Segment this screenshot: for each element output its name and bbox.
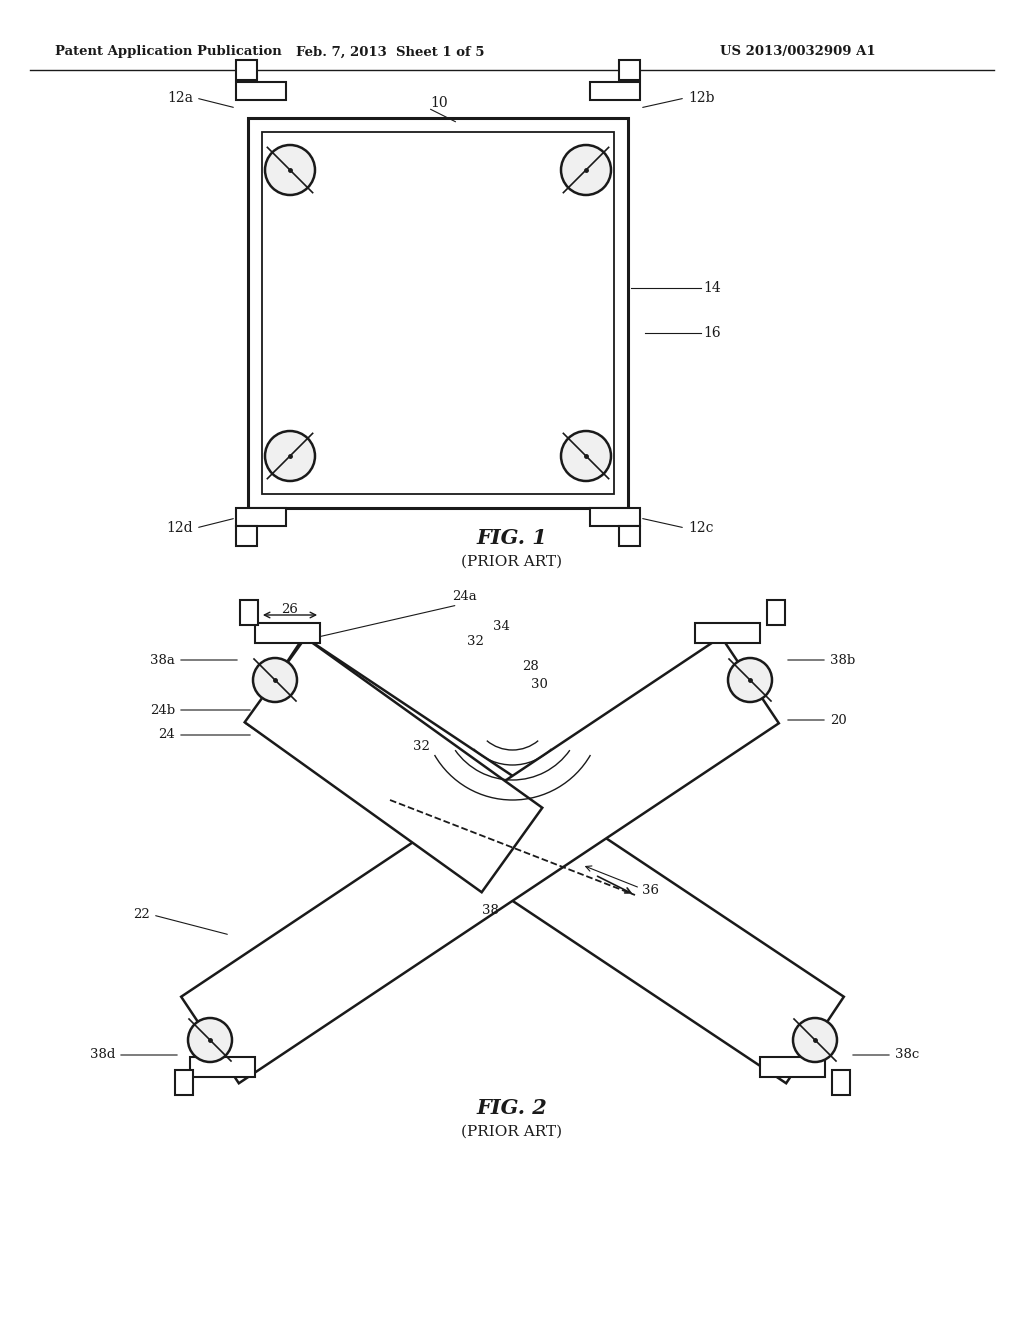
- Polygon shape: [246, 636, 844, 1084]
- Circle shape: [265, 145, 315, 195]
- Text: 38d: 38d: [90, 1048, 115, 1061]
- Text: FIG. 2: FIG. 2: [476, 1098, 548, 1118]
- Text: 34: 34: [493, 620, 509, 634]
- Text: 38: 38: [482, 903, 499, 916]
- Circle shape: [265, 432, 315, 480]
- Text: FIG. 1: FIG. 1: [476, 528, 548, 548]
- Text: 10: 10: [430, 96, 447, 110]
- Text: 20: 20: [830, 714, 847, 726]
- Circle shape: [561, 432, 611, 480]
- Text: 12a: 12a: [167, 91, 193, 106]
- Circle shape: [188, 1018, 232, 1063]
- Text: Feb. 7, 2013  Sheet 1 of 5: Feb. 7, 2013 Sheet 1 of 5: [296, 45, 484, 58]
- Bar: [767, 601, 785, 624]
- Text: 28: 28: [522, 660, 540, 673]
- Polygon shape: [181, 636, 779, 1084]
- Text: 26: 26: [282, 603, 298, 616]
- Bar: [590, 82, 640, 100]
- Bar: [240, 601, 258, 624]
- Bar: [236, 525, 257, 546]
- Text: 38a: 38a: [151, 653, 175, 667]
- Text: 36: 36: [642, 883, 659, 896]
- Text: Patent Application Publication: Patent Application Publication: [55, 45, 282, 58]
- Text: 12b: 12b: [688, 91, 715, 106]
- Circle shape: [728, 657, 772, 702]
- Bar: [190, 1057, 255, 1077]
- Circle shape: [561, 145, 611, 195]
- Text: 12d: 12d: [166, 521, 193, 535]
- Text: 22: 22: [133, 908, 150, 921]
- Text: 32: 32: [413, 741, 429, 752]
- Bar: [760, 1057, 825, 1077]
- Text: 14: 14: [703, 281, 721, 294]
- Text: (PRIOR ART): (PRIOR ART): [462, 554, 562, 569]
- Bar: [255, 623, 319, 643]
- Bar: [831, 1071, 850, 1096]
- Bar: [262, 132, 614, 494]
- Bar: [618, 59, 640, 81]
- Text: 24a: 24a: [453, 590, 477, 603]
- Text: 30: 30: [530, 678, 548, 690]
- Text: 12c: 12c: [688, 521, 714, 535]
- Text: 38c: 38c: [895, 1048, 920, 1061]
- Bar: [175, 1071, 193, 1096]
- Bar: [236, 508, 286, 525]
- Bar: [618, 525, 640, 546]
- Bar: [248, 117, 628, 508]
- Bar: [236, 59, 257, 81]
- Bar: [590, 508, 640, 525]
- Text: 16: 16: [703, 326, 721, 341]
- Circle shape: [793, 1018, 837, 1063]
- Bar: [695, 623, 760, 643]
- Text: 32: 32: [468, 635, 484, 648]
- Text: 24: 24: [159, 729, 175, 742]
- Polygon shape: [245, 638, 543, 892]
- Bar: [236, 82, 286, 100]
- Circle shape: [253, 657, 297, 702]
- Text: US 2013/0032909 A1: US 2013/0032909 A1: [720, 45, 876, 58]
- Text: 38b: 38b: [830, 653, 855, 667]
- Text: (PRIOR ART): (PRIOR ART): [462, 1125, 562, 1139]
- Text: 24b: 24b: [150, 704, 175, 717]
